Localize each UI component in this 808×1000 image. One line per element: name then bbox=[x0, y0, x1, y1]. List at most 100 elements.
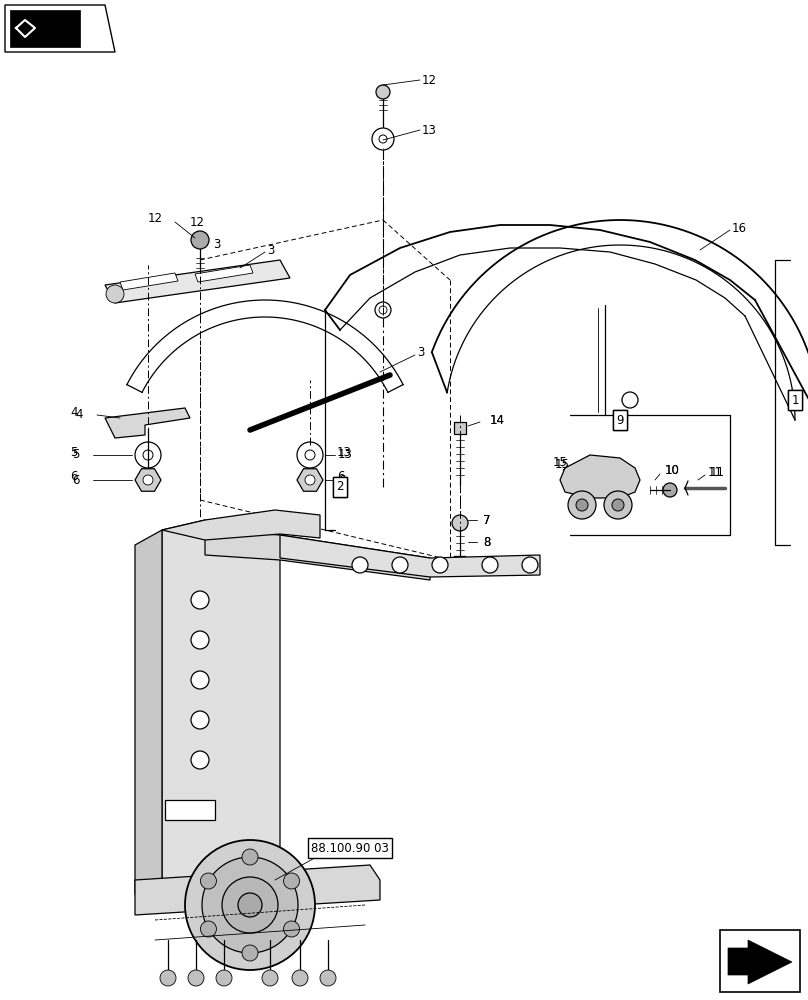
Circle shape bbox=[200, 921, 217, 937]
Circle shape bbox=[482, 557, 498, 573]
Circle shape bbox=[160, 970, 176, 986]
Text: 8: 8 bbox=[483, 536, 490, 548]
Text: 3: 3 bbox=[267, 243, 275, 256]
Circle shape bbox=[238, 893, 262, 917]
Text: 4: 4 bbox=[70, 406, 78, 420]
Circle shape bbox=[262, 970, 278, 986]
Text: 7: 7 bbox=[483, 514, 490, 526]
Polygon shape bbox=[10, 10, 80, 47]
Text: 16: 16 bbox=[732, 222, 747, 234]
Circle shape bbox=[372, 128, 394, 150]
Polygon shape bbox=[165, 800, 215, 820]
Circle shape bbox=[375, 302, 391, 318]
Text: 13: 13 bbox=[337, 446, 351, 458]
Circle shape bbox=[191, 711, 209, 729]
Polygon shape bbox=[162, 510, 320, 540]
Circle shape bbox=[191, 751, 209, 769]
Text: 15: 15 bbox=[555, 458, 570, 472]
Circle shape bbox=[202, 857, 298, 953]
Polygon shape bbox=[195, 265, 253, 282]
Circle shape bbox=[305, 475, 315, 485]
Text: 1: 1 bbox=[791, 393, 799, 406]
Circle shape bbox=[432, 557, 448, 573]
Polygon shape bbox=[205, 530, 430, 580]
Text: 15: 15 bbox=[553, 456, 568, 470]
Text: 2: 2 bbox=[336, 481, 343, 493]
Text: 10: 10 bbox=[665, 464, 680, 477]
Circle shape bbox=[242, 849, 258, 865]
Circle shape bbox=[604, 491, 632, 519]
Circle shape bbox=[222, 877, 278, 933]
Text: 13: 13 bbox=[422, 123, 437, 136]
Text: 14: 14 bbox=[490, 414, 505, 426]
Circle shape bbox=[568, 491, 596, 519]
Polygon shape bbox=[280, 535, 540, 577]
Polygon shape bbox=[297, 469, 323, 491]
Text: 6: 6 bbox=[72, 474, 79, 487]
Circle shape bbox=[188, 970, 204, 986]
Text: 6: 6 bbox=[338, 474, 346, 487]
Text: 11: 11 bbox=[708, 466, 723, 479]
Circle shape bbox=[216, 970, 232, 986]
Text: 6: 6 bbox=[337, 471, 344, 484]
Text: 13: 13 bbox=[338, 448, 353, 462]
Text: 88.100.90 03: 88.100.90 03 bbox=[311, 842, 389, 854]
Circle shape bbox=[191, 631, 209, 649]
Circle shape bbox=[191, 231, 209, 249]
Circle shape bbox=[352, 557, 368, 573]
Bar bbox=[454, 422, 466, 434]
Circle shape bbox=[185, 840, 315, 970]
Text: 9: 9 bbox=[617, 414, 624, 426]
Circle shape bbox=[612, 499, 624, 511]
Polygon shape bbox=[120, 273, 178, 290]
Circle shape bbox=[297, 442, 323, 468]
Circle shape bbox=[191, 671, 209, 689]
Text: 6: 6 bbox=[70, 471, 78, 484]
Circle shape bbox=[379, 135, 387, 143]
Circle shape bbox=[305, 450, 315, 460]
Circle shape bbox=[200, 873, 217, 889]
Polygon shape bbox=[135, 530, 162, 895]
Polygon shape bbox=[135, 865, 380, 915]
Polygon shape bbox=[449, 556, 471, 576]
Circle shape bbox=[191, 591, 209, 609]
Bar bbox=[720, 930, 800, 992]
Circle shape bbox=[376, 85, 390, 99]
Circle shape bbox=[284, 921, 300, 937]
Text: 3: 3 bbox=[417, 347, 424, 360]
Text: 7: 7 bbox=[483, 514, 490, 526]
Circle shape bbox=[143, 450, 153, 460]
Text: 12: 12 bbox=[422, 74, 437, 87]
Circle shape bbox=[576, 499, 588, 511]
Polygon shape bbox=[135, 469, 161, 491]
Text: 4: 4 bbox=[75, 408, 82, 422]
Circle shape bbox=[284, 873, 300, 889]
Circle shape bbox=[379, 306, 387, 314]
Text: 5: 5 bbox=[72, 448, 79, 462]
Circle shape bbox=[320, 970, 336, 986]
Text: 11: 11 bbox=[710, 466, 725, 479]
Text: 2: 2 bbox=[336, 481, 343, 493]
Text: 10: 10 bbox=[665, 464, 680, 477]
Text: 12: 12 bbox=[190, 216, 205, 229]
Circle shape bbox=[143, 475, 153, 485]
Polygon shape bbox=[728, 940, 792, 984]
Circle shape bbox=[135, 442, 161, 468]
Polygon shape bbox=[5, 5, 115, 52]
Polygon shape bbox=[105, 260, 290, 303]
Circle shape bbox=[622, 392, 638, 408]
Text: 3: 3 bbox=[213, 238, 221, 251]
Text: 9: 9 bbox=[617, 414, 624, 426]
Text: 5: 5 bbox=[70, 446, 78, 458]
Circle shape bbox=[392, 557, 408, 573]
Polygon shape bbox=[105, 408, 190, 438]
Circle shape bbox=[452, 515, 468, 531]
Polygon shape bbox=[560, 455, 640, 498]
Polygon shape bbox=[162, 520, 280, 880]
Text: 14: 14 bbox=[490, 414, 505, 426]
Circle shape bbox=[292, 970, 308, 986]
Circle shape bbox=[242, 945, 258, 961]
Text: 8: 8 bbox=[483, 536, 490, 548]
Circle shape bbox=[522, 557, 538, 573]
Circle shape bbox=[106, 285, 124, 303]
